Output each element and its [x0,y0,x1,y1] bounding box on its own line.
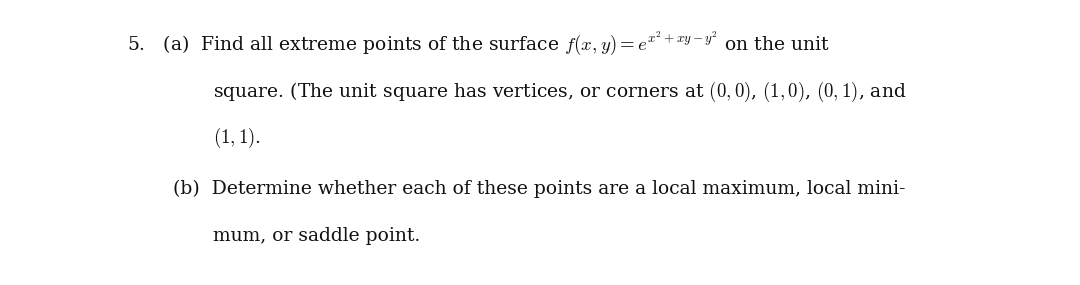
Text: mum, or saddle point.: mum, or saddle point. [213,227,420,245]
Text: $(1,1)$.: $(1,1)$. [213,125,260,150]
Text: square. (The unit square has vertices, or corners at $(0,0)$, $(1,0)$, $(0,1)$, : square. (The unit square has vertices, o… [213,80,906,104]
Text: (b)  Determine whether each of these points are a local maximum, local mini-: (b) Determine whether each of these poin… [173,180,905,198]
Text: 5.   (a)  Find all extreme points of the surface $f(x, y) = e^{x^2+xy-y^2}$ on t: 5. (a) Find all extreme points of the su… [127,30,831,57]
